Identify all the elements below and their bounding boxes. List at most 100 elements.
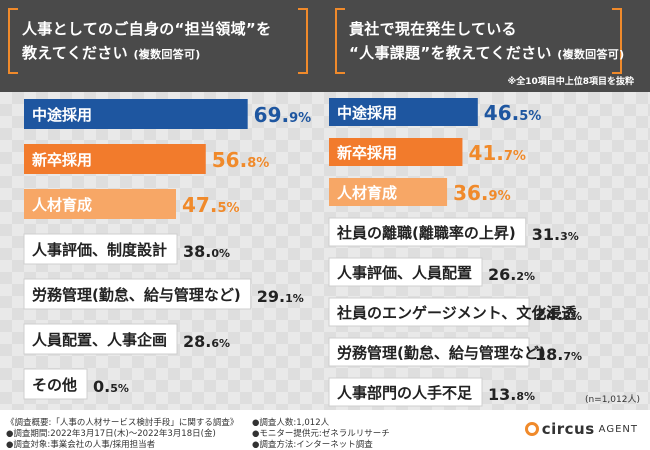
right-value-label: 41.7% — [468, 141, 526, 165]
right-bar — [329, 178, 448, 206]
right-question-line1: 貴社で現在発生している — [349, 20, 517, 38]
value-decimal: 9 — [289, 111, 298, 126]
value-decimal: 9 — [489, 189, 498, 204]
value-integer: 28. — [183, 332, 211, 351]
value-unit: % — [528, 109, 541, 124]
right-bar — [328, 337, 530, 367]
value-integer: 47. — [182, 193, 217, 217]
left-value-label: 69.9% — [254, 103, 312, 127]
left-value-label: 47.5% — [182, 193, 240, 217]
value-decimal: 1 — [285, 292, 293, 305]
right-bar-label: 人材育成 — [337, 184, 397, 202]
left-value-label: 0.5% — [93, 377, 129, 396]
left-question-line1: 人事としてのご自身の“担当領域”を — [22, 20, 272, 38]
right-bar-label: 労務管理(勤怠、給与管理など) — [337, 344, 546, 362]
value-decimal: 8 — [247, 156, 256, 171]
value-decimal: 3 — [560, 230, 568, 243]
survey-count: ●調査人数:1,012人 — [252, 418, 330, 428]
left-bar — [23, 233, 178, 265]
value-decimal: 5 — [519, 109, 528, 124]
value-integer: 26. — [488, 265, 516, 284]
value-unit: % — [571, 350, 582, 363]
left-question-box: 人事としてのご自身の“担当領域”を 教えてください (複数回答可) — [8, 8, 308, 74]
right-bar-label: 新卒採用 — [337, 144, 397, 162]
value-unit: % — [256, 156, 269, 171]
value-unit: % — [524, 390, 535, 403]
right-bar — [328, 297, 530, 327]
right-question-box: 貴社で現在発生している “人事課題”を教えてください (複数回答可) — [335, 8, 624, 74]
right-bar-label: 人事部門の人手不足 — [337, 384, 473, 402]
logo-name: circus — [541, 420, 595, 438]
right-bar — [328, 257, 483, 287]
sample-size-note: (n=1,012人) — [584, 395, 640, 405]
left-question-line2-wrap: 教えてください (複数回答可) — [22, 42, 201, 63]
left-question-line2: 教えてください — [22, 44, 128, 62]
right-bar-label: 社員の離職(離職率の上昇) — [336, 224, 516, 242]
value-decimal: 5 — [110, 382, 118, 395]
value-integer: 18. — [535, 345, 563, 364]
left-bar — [23, 368, 88, 400]
footer: 《調査概要:「人事の人材サービス検討手段」に関する調査》 ●調査期間:2022年… — [0, 410, 650, 450]
value-integer: 38. — [183, 242, 211, 261]
value-decimal: 2 — [516, 270, 524, 283]
value-unit: % — [568, 230, 579, 243]
top-note: ※全10項目中上位8項目を抜粋 — [507, 77, 634, 87]
value-integer: 31. — [532, 225, 560, 244]
value-unit: % — [498, 189, 511, 204]
value-decimal: 7 — [563, 350, 571, 363]
value-integer: 29. — [257, 287, 285, 306]
right-question-line2-wrap: “人事課題”を教えてください (複数回答可) — [349, 42, 624, 63]
right-bar — [328, 217, 527, 247]
value-integer: 36. — [453, 181, 488, 205]
value-integer: 0. — [93, 377, 110, 396]
right-bar — [329, 98, 478, 126]
circus-agent-logo: circus AGENT — [524, 420, 638, 438]
right-value-label: 13.8% — [488, 385, 535, 404]
circus-logo-icon — [524, 422, 539, 436]
left-bar — [24, 99, 248, 129]
value-unit: % — [118, 382, 129, 395]
left-bar-label: 人員配置、人事企画 — [32, 331, 167, 349]
left-bar-label: 中途採用 — [32, 106, 92, 124]
left-bar-label: 労務管理(勤怠、給与管理など) — [32, 286, 241, 304]
chart-area: 中途採用 69.9% 新卒採用 56.8% 人材育成 47.5% 人事評価、制度設計 38.0… — [0, 92, 650, 410]
left-bar-label: 人事評価、制度設計 — [32, 241, 167, 259]
value-unit: % — [293, 292, 304, 305]
value-decimal: 0 — [211, 247, 219, 260]
left-bar — [23, 278, 252, 310]
value-unit: % — [571, 310, 582, 323]
right-question-suffix: (複数回答可) — [557, 48, 625, 61]
left-value-label: 28.6% — [183, 332, 230, 351]
left-value-label: 29.1% — [257, 287, 304, 306]
value-integer: 24. — [535, 305, 563, 324]
value-decimal: 8 — [516, 390, 524, 403]
value-integer: 41. — [468, 141, 503, 165]
survey-title: 《調査概要:「人事の人材サービス検討手段」に関する調査》 — [6, 418, 239, 428]
value-decimal: 7 — [504, 149, 513, 164]
right-bar — [328, 377, 483, 407]
right-question-line2: “人事課題”を教えてください — [349, 44, 552, 62]
header-banner: 人事としてのご自身の“担当領域”を 教えてください (複数回答可) 貴社で現在発… — [0, 0, 650, 92]
right-value-label: 36.9% — [453, 181, 511, 205]
survey-monitor: ●モニター提供元:ゼネラルリサーチ — [252, 429, 390, 439]
value-unit: % — [226, 201, 239, 216]
value-decimal: 5 — [217, 201, 226, 216]
bar-charts: 中途採用 69.9%新卒採用 56.8%人材育成 47.5%人事評価、制度設計 38.0… — [23, 98, 582, 407]
value-decimal: 3 — [563, 310, 571, 323]
left-value-label: 56.8% — [212, 148, 270, 172]
bracket-right — [612, 8, 622, 74]
bracket-left — [8, 8, 18, 74]
left-bar — [24, 189, 176, 219]
value-integer: 69. — [254, 103, 289, 127]
value-unit: % — [524, 270, 535, 283]
right-bar-label: 社員のエンゲージメント、文化浸透 — [336, 304, 577, 322]
right-bar-label: 中途採用 — [337, 104, 397, 122]
survey-period: ●調査期間:2022年3月17日(木)〜2022年3月18日(金) — [6, 429, 216, 439]
value-unit: % — [513, 149, 526, 164]
right-value-label: 18.7% — [535, 345, 582, 364]
value-unit: % — [298, 111, 311, 126]
right-bar-label: 人事評価、人員配置 — [337, 264, 472, 282]
value-unit: % — [219, 247, 230, 260]
left-bar — [23, 323, 178, 355]
logo-suffix: AGENT — [598, 423, 638, 435]
